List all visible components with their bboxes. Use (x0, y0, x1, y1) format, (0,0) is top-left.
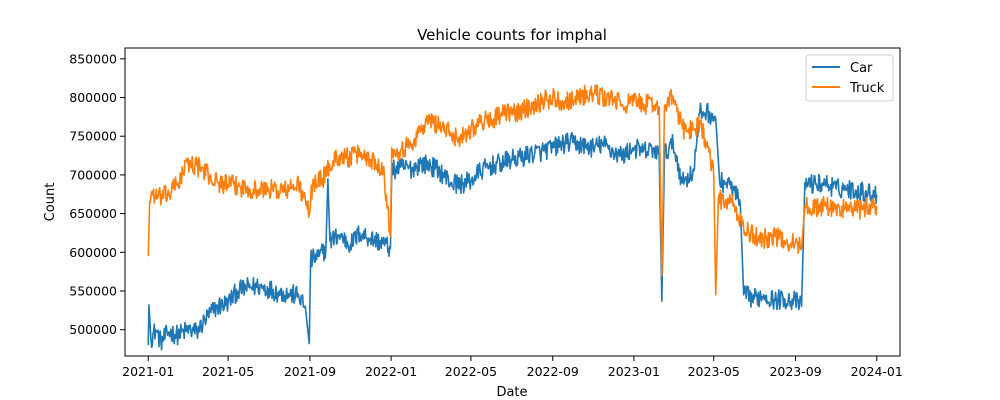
y-tick-label: 650000 (69, 206, 117, 221)
series-line-car (147, 102, 878, 351)
x-axis: 2021-01 2021-05 2021-09 2022-01 2022-05 2022-… (122, 356, 903, 379)
x-tick-label: 2023-01 (608, 364, 660, 379)
y-axis-label: Count (43, 183, 58, 222)
x-tick-label: 2024-01 (851, 364, 903, 379)
axes-layer (124, 47, 901, 357)
y-tick-label: 550000 (69, 283, 117, 298)
x-axis-label: Date (496, 385, 527, 400)
chart-title: Vehicle counts for imphal (417, 26, 607, 44)
legend: Car Truck (805, 54, 894, 102)
series-layer (147, 84, 878, 351)
plot-frame (124, 47, 901, 357)
x-tick-label: 2022-05 (445, 364, 497, 379)
x-tick-label: 2021-09 (284, 364, 336, 379)
y-tick-label: 750000 (69, 129, 117, 144)
y-tick-label: 500000 (69, 322, 117, 337)
y-tick-label: 850000 (69, 51, 117, 66)
y-tick-label: 600000 (69, 245, 117, 260)
x-tick-label: 2022-09 (527, 364, 579, 379)
x-tick-label: 2023-09 (769, 364, 821, 379)
x-tick-label: 2023-05 (688, 364, 740, 379)
series-line-truck (147, 84, 878, 296)
y-tick-label: 700000 (69, 167, 117, 182)
x-tick-label: 2021-01 (122, 364, 174, 379)
y-tick-label: 800000 (69, 90, 117, 105)
x-tick-label: 2021-05 (202, 364, 254, 379)
legend-label-truck: Truck (849, 81, 885, 96)
y-axis: 500000 550000 600000 650000 700000 750000 8000… (69, 51, 125, 337)
legend-label-car: Car (850, 61, 873, 76)
x-tick-label: 2022-01 (365, 364, 417, 379)
